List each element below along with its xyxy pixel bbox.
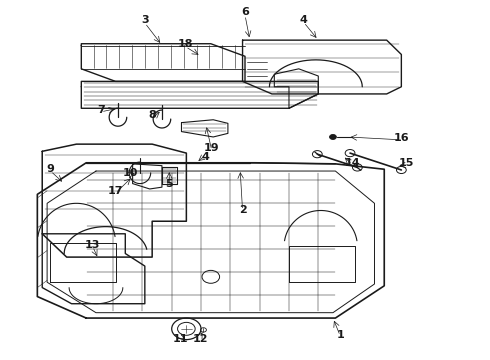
- Text: 16: 16: [393, 133, 409, 143]
- Text: 11: 11: [173, 333, 188, 343]
- Text: 6: 6: [241, 7, 249, 17]
- Text: 17: 17: [108, 186, 123, 196]
- Text: 7: 7: [97, 105, 105, 115]
- Text: 3: 3: [141, 15, 148, 26]
- Text: 4: 4: [300, 15, 308, 26]
- Text: 9: 9: [47, 164, 54, 174]
- Text: 10: 10: [122, 168, 138, 178]
- Text: 18: 18: [178, 39, 193, 49]
- Text: 2: 2: [239, 206, 246, 216]
- Text: 4: 4: [202, 152, 210, 162]
- Text: 12: 12: [192, 333, 208, 343]
- Text: 14: 14: [344, 158, 360, 168]
- Text: 1: 1: [337, 330, 344, 340]
- Circle shape: [330, 134, 336, 139]
- Text: 8: 8: [148, 111, 156, 121]
- Text: 13: 13: [85, 239, 100, 249]
- Text: 5: 5: [166, 179, 173, 189]
- Text: 19: 19: [204, 143, 220, 153]
- Text: 15: 15: [398, 158, 414, 168]
